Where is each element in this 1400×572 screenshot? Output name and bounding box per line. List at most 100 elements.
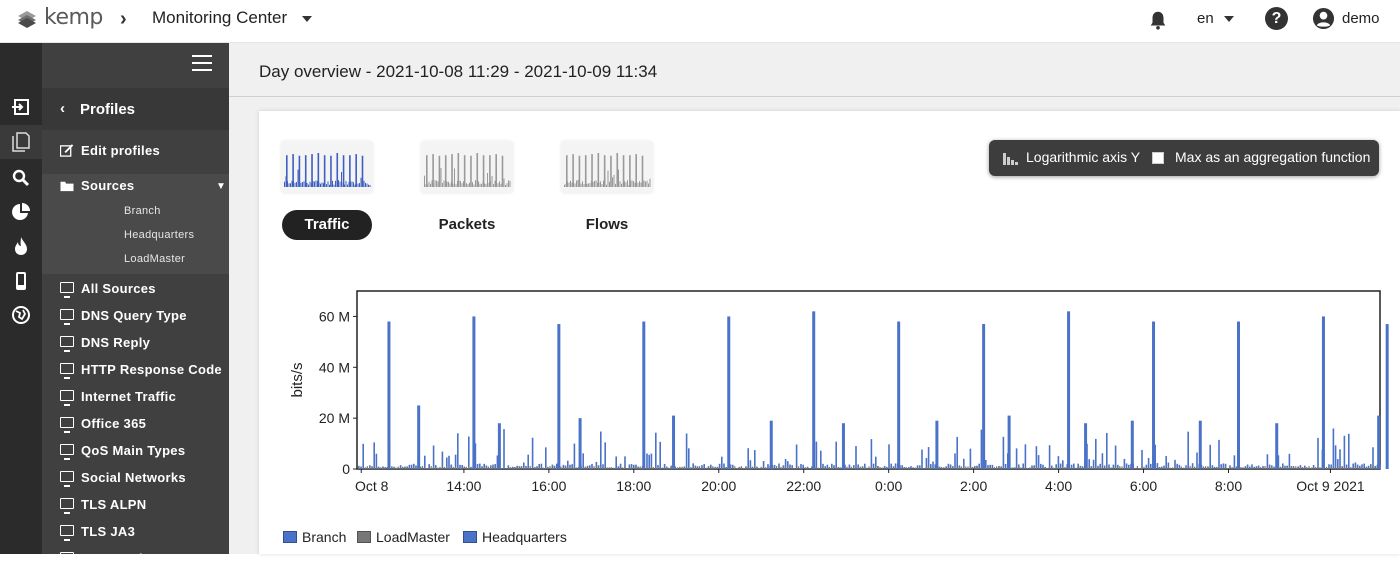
- profiles-header[interactable]: ‹ Profiles: [42, 88, 229, 130]
- loadmaster-bar: [877, 466, 878, 469]
- log-axis-toggle[interactable]: Logarithmic axis Y: [1026, 149, 1140, 165]
- sparkline-bar: [359, 183, 360, 187]
- traffic-secondary-spike: [672, 416, 675, 469]
- sidebar-item-qos-main-types[interactable]: QoS Main Types: [50, 438, 229, 464]
- loadmaster-bar: [477, 467, 478, 469]
- traffic-bar: [424, 456, 426, 469]
- loadmaster-bar: [1018, 466, 1019, 469]
- sources-item[interactable]: Sources: [50, 173, 229, 199]
- source-loadmaster[interactable]: LoadMaster: [124, 253, 185, 265]
- user-name[interactable]: demo: [1342, 10, 1380, 27]
- sidebar-item-internet-traffic[interactable]: Internet Traffic: [50, 384, 229, 410]
- login-icon[interactable]: [11, 97, 31, 117]
- loadmaster-bar: [1033, 467, 1034, 469]
- sparkline-spike: [623, 155, 625, 187]
- sidebar-item-tls-alpn[interactable]: TLS ALPN: [50, 492, 229, 518]
- loadmaster-bar: [827, 468, 828, 469]
- sparkline-spike: [432, 154, 434, 187]
- traffic-bar: [816, 442, 818, 469]
- logo-text: kemp: [44, 5, 103, 30]
- loadmaster-bar: [1247, 467, 1248, 469]
- x-tick-label: Oct 9 2021: [1296, 478, 1365, 494]
- tab-packets[interactable]: Packets: [422, 210, 512, 240]
- loadmaster-bar: [1040, 468, 1041, 469]
- source-branch[interactable]: Branch: [124, 205, 161, 217]
- language-caret-icon[interactable]: [1224, 16, 1234, 22]
- sidebar-item-social-networks[interactable]: Social Networks: [50, 465, 229, 491]
- loadmaster-bar: [1326, 467, 1327, 469]
- y-tick-label: 60 M: [319, 308, 350, 324]
- fire-icon[interactable]: [11, 236, 31, 256]
- notification-bell-icon[interactable]: [1147, 9, 1169, 31]
- user-avatar-icon[interactable]: [1312, 7, 1335, 30]
- traffic-thumbnail[interactable]: [281, 141, 373, 193]
- app-dropdown-caret-icon[interactable]: [302, 16, 312, 22]
- language-selector[interactable]: en: [1197, 10, 1214, 27]
- sidebar-item-tls-ja3[interactable]: TLS JA3: [50, 519, 229, 545]
- globe-shield-icon[interactable]: [11, 305, 31, 325]
- loadmaster-bar: [371, 467, 372, 469]
- max-aggregation-label[interactable]: Max as an aggregation function: [1175, 149, 1370, 165]
- loadmaster-bar: [1249, 468, 1250, 469]
- loadmaster-bar: [714, 467, 715, 469]
- loadmaster-bar: [1209, 467, 1210, 469]
- max-aggregation-checkbox[interactable]: [1152, 152, 1164, 164]
- loadmaster-bar: [1174, 467, 1175, 469]
- app-title[interactable]: Monitoring Center: [152, 8, 287, 28]
- tab-flows[interactable]: Flows: [562, 210, 652, 240]
- loadmaster-bar: [1308, 466, 1309, 469]
- sidebar-item-all-sources[interactable]: All Sources: [50, 276, 229, 302]
- log-axis-icon[interactable]: [1003, 151, 1019, 165]
- loadmaster-bar: [1231, 468, 1232, 469]
- tab-traffic[interactable]: Traffic: [282, 210, 372, 240]
- loadmaster-bar: [466, 467, 467, 469]
- sidebar-item-http-response-code[interactable]: HTTP Response Code: [50, 357, 229, 383]
- traffic-spike: [812, 311, 815, 469]
- sparkline-bar: [615, 184, 616, 187]
- loadmaster-bar: [745, 467, 746, 469]
- sparkline-bar: [352, 181, 353, 187]
- sidebar-item-office-365[interactable]: Office 365: [50, 411, 229, 437]
- legend-headquarters[interactable]: Headquarters: [463, 529, 567, 545]
- sidebar-item-tls-version[interactable]: TLS Version: [50, 546, 229, 572]
- sparkline-spike: [572, 154, 574, 187]
- packets-thumbnail[interactable]: [421, 141, 513, 193]
- pie-chart-icon[interactable]: [11, 202, 31, 222]
- help-icon[interactable]: ?: [1265, 7, 1288, 30]
- sidebar-item-dns-query-type[interactable]: DNS Query Type: [50, 303, 229, 329]
- mobile-icon[interactable]: [11, 271, 31, 291]
- loadmaster-bar: [692, 467, 693, 469]
- flows-thumbnail[interactable]: [561, 141, 653, 193]
- loadmaster-bar: [1242, 467, 1243, 469]
- traffic-bar: [1095, 439, 1097, 469]
- loadmaster-bar: [455, 468, 456, 469]
- sparkline-bar: [320, 184, 321, 187]
- search-icon[interactable]: [11, 168, 31, 188]
- legend-loadmaster[interactable]: LoadMaster: [357, 529, 450, 545]
- loadmaster-bar: [591, 468, 592, 469]
- loadmaster-bar: [1137, 466, 1138, 469]
- loadmaster-bar: [1172, 467, 1173, 469]
- monitor-icon: [60, 525, 74, 536]
- sidebar-item-dns-reply[interactable]: DNS Reply: [50, 330, 229, 356]
- loadmaster-bar: [1005, 468, 1006, 469]
- loadmaster-bar: [1220, 468, 1221, 469]
- loadmaster-bar: [1355, 467, 1356, 469]
- back-chevron-icon[interactable]: ‹: [60, 100, 65, 117]
- sources-chevron-down-icon[interactable]: ▼: [216, 181, 226, 192]
- profiles-nav-item[interactable]: [0, 125, 42, 159]
- loadmaster-bar: [763, 468, 764, 469]
- sparkline-bar: [472, 182, 473, 187]
- sparkline-bar: [454, 168, 455, 187]
- loadmaster-bar: [428, 466, 429, 469]
- legend-branch[interactable]: Branch: [283, 529, 346, 545]
- sparkline-bar: [442, 183, 443, 187]
- loadmaster-bar: [1047, 468, 1048, 469]
- monitor-icon: [60, 498, 74, 509]
- kemp-logo[interactable]: kemp: [16, 5, 103, 30]
- traffic-secondary-spike: [935, 421, 938, 469]
- edit-profiles-item[interactable]: Edit profiles: [50, 138, 229, 164]
- menu-toggle-icon[interactable]: [192, 55, 212, 71]
- sparkline-bar: [495, 181, 496, 187]
- source-headquarters[interactable]: Headquarters: [124, 229, 194, 241]
